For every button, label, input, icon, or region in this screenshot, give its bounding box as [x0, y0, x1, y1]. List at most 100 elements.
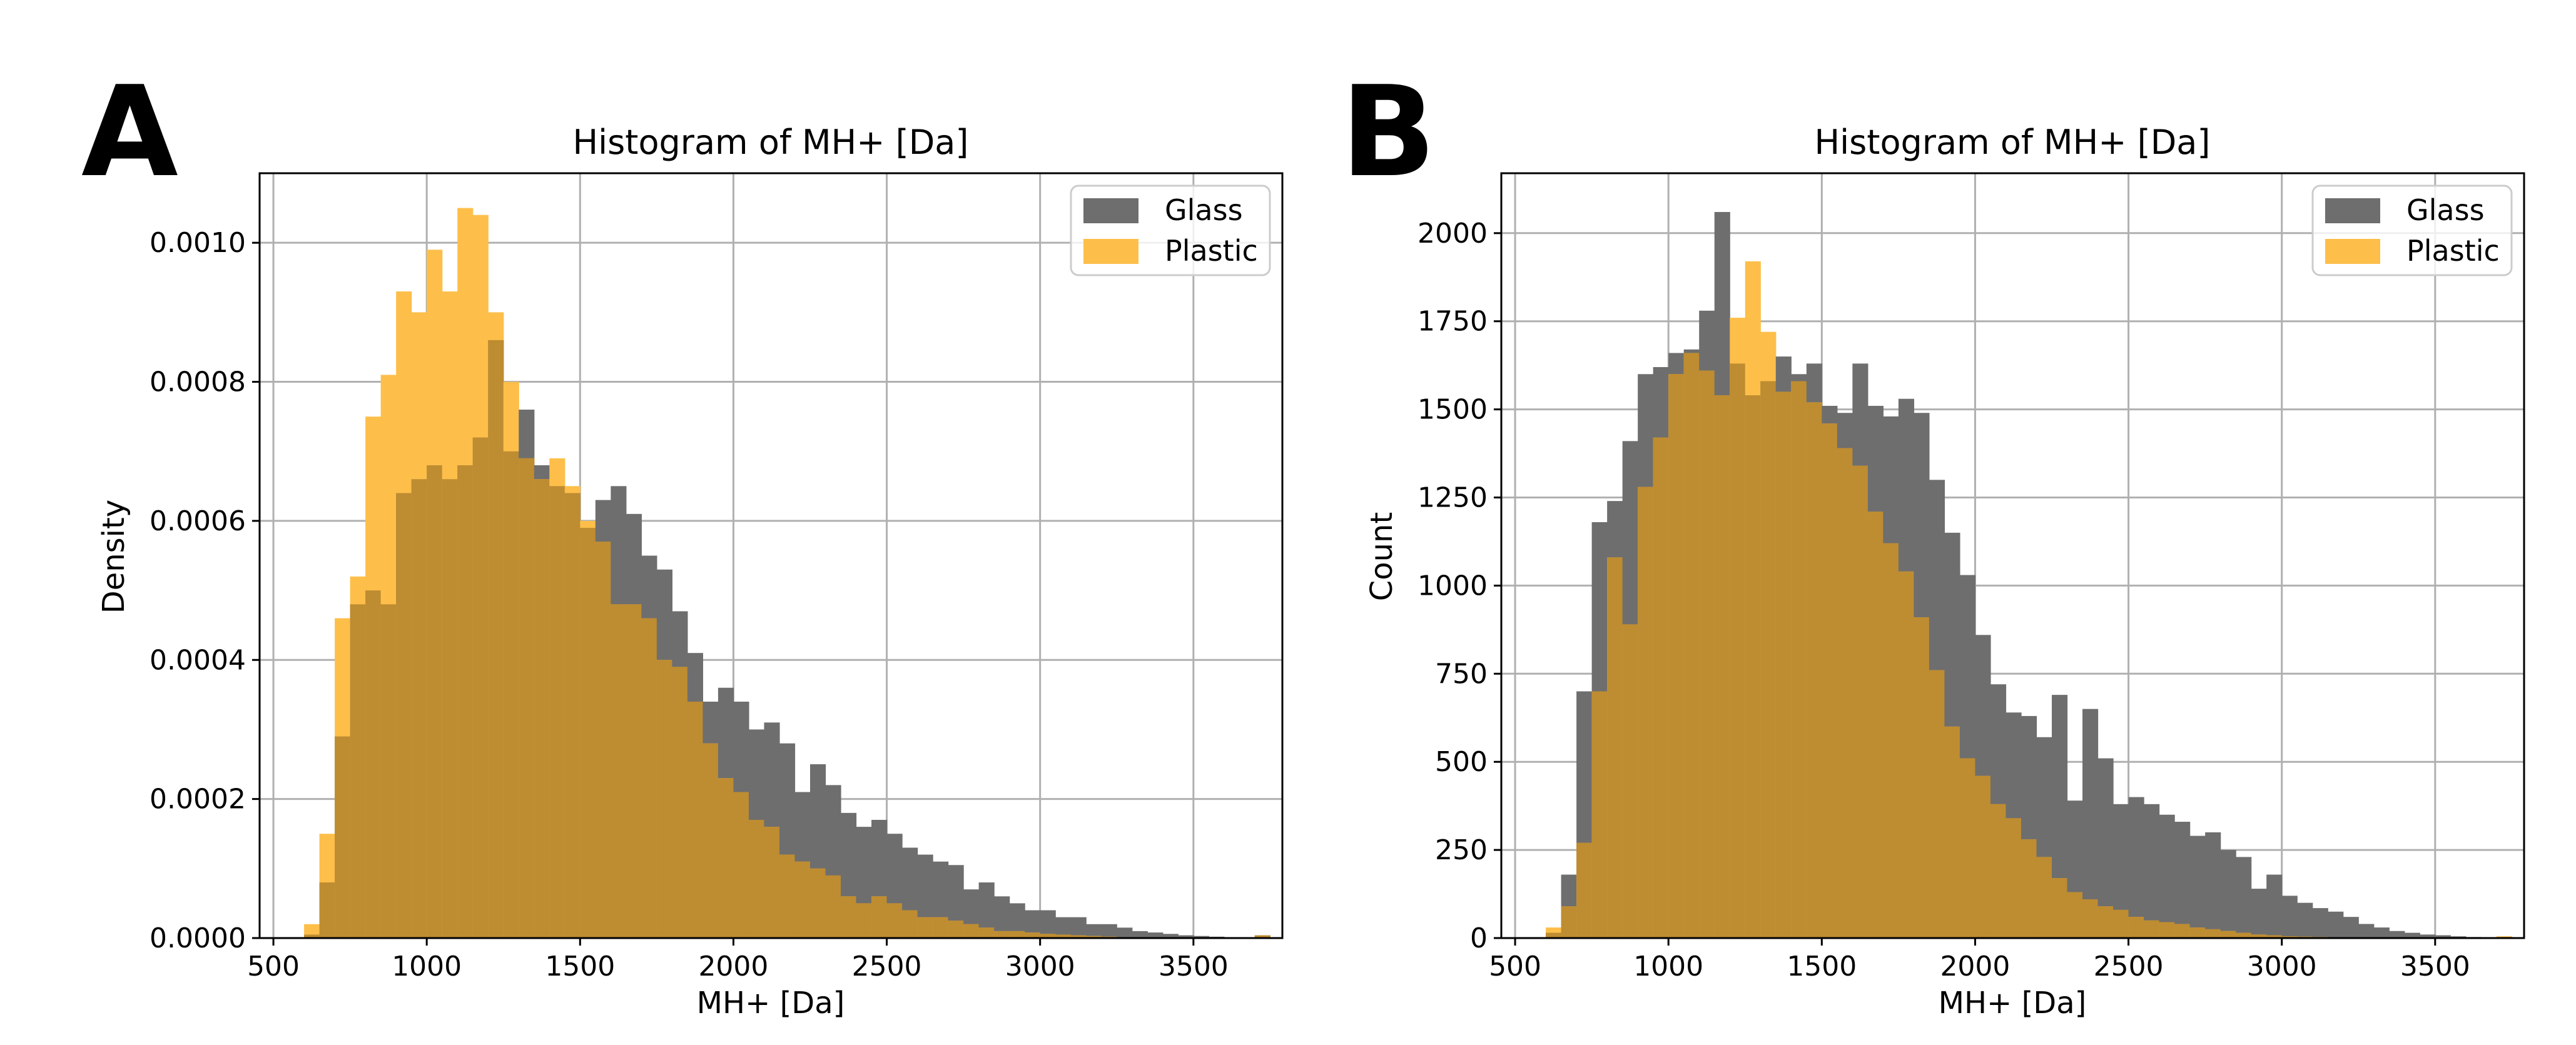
bar-overlap: [917, 917, 933, 938]
bar-glass: [1178, 935, 1194, 938]
bar-overlap: [2021, 839, 2037, 938]
bar-overlap: [886, 903, 903, 938]
bar-overlap: [2113, 909, 2129, 938]
bar-overlap: [427, 465, 443, 938]
bar-overlap: [963, 924, 980, 938]
bar-glass: [2251, 889, 2267, 938]
bar-overlap: [2036, 857, 2052, 938]
bar-overlap: [656, 660, 672, 938]
bar-glass: [2144, 804, 2160, 938]
bar-overlap: [304, 934, 320, 938]
bar-overlap: [472, 437, 489, 938]
bar-overlap: [825, 875, 841, 938]
bar-overlap: [1822, 423, 1838, 938]
bar-overlap: [748, 819, 765, 938]
bar-overlap: [933, 917, 949, 938]
bar-overlap: [1070, 935, 1087, 938]
x-tick-label-b: 1000: [1633, 951, 1703, 982]
bar-overlap: [411, 479, 427, 938]
x-axis-label-b: MH+ [Da]: [1939, 986, 2087, 1021]
bar-overlap: [978, 927, 995, 938]
bar-overlap: [1607, 557, 1623, 938]
bar-overlap: [1990, 804, 2007, 938]
bar-overlap: [948, 921, 964, 938]
bar-overlap: [1576, 842, 1593, 938]
bar-overlap: [2266, 935, 2283, 938]
bar-glass: [2358, 924, 2375, 938]
bar-overlap: [1929, 670, 1945, 938]
bar-overlap: [1591, 691, 1608, 938]
y-tick-label-a: 0.0002: [150, 784, 246, 815]
y-axis-ticks-b: 0 250 500 750 1000 1250 1500 1750 2000: [1417, 218, 1501, 954]
x-tick-label-a: 3000: [1005, 951, 1075, 982]
bar-overlap: [564, 493, 581, 938]
bar-overlap: [1775, 391, 1792, 938]
bar-overlap: [733, 792, 749, 938]
bar-glass: [2404, 932, 2420, 938]
bar-glass: [1193, 936, 1209, 938]
bar-overlap: [1040, 934, 1056, 938]
legend-swatch-plastic-a: [1083, 239, 1138, 264]
bar-overlap: [442, 479, 458, 938]
bar-overlap: [1086, 936, 1102, 938]
bar-glass: [1162, 934, 1179, 938]
x-axis-label-a: MH+ [Da]: [697, 986, 845, 1021]
bar-glass: [2281, 896, 2298, 938]
y-tick-label-b: 750: [1435, 658, 1488, 690]
bar-overlap: [365, 590, 382, 938]
plot-frame-b: [1500, 172, 2525, 939]
bar-overlap: [1806, 402, 1822, 938]
y-tick-label-b: 1000: [1417, 570, 1488, 602]
bar-overlap: [1730, 363, 1746, 938]
bar-overlap: [2251, 934, 2267, 938]
bar-glass: [2312, 908, 2328, 938]
panel-letter-b: B: [1341, 59, 1436, 205]
y-tick-label-b: 500: [1435, 746, 1488, 778]
y-axis-label-b: Count: [1364, 512, 1399, 602]
bar-overlap: [1745, 395, 1761, 938]
y-tick-label-b: 1250: [1417, 482, 1488, 514]
y-tick-label-b: 2000: [1417, 218, 1488, 250]
x-tick-label-a: 3500: [1159, 951, 1229, 982]
bar-overlap: [1653, 437, 1669, 938]
chart-title-a: Histogram of MH+ [Da]: [573, 123, 969, 162]
bar-overlap: [457, 465, 474, 938]
bar-overlap: [1791, 381, 1807, 938]
y-tick-label-a: 0.0010: [150, 227, 246, 259]
bar-overlap: [2236, 932, 2252, 938]
legend-a: Glass Plastic: [1070, 184, 1271, 276]
bars-b: [1546, 211, 2512, 939]
bar-overlap: [764, 827, 780, 938]
bar-glass: [2220, 850, 2236, 938]
bar-overlap: [580, 528, 596, 938]
legend-swatch-glass-b: [2325, 198, 2380, 223]
bar-glass: [2174, 822, 2191, 938]
x-tick-label-b: 500: [1489, 951, 1541, 982]
y-tick-label-a: 0.0008: [150, 366, 246, 398]
bar-overlap: [687, 701, 704, 938]
legend-swatch-glass-a: [1083, 198, 1138, 223]
bar-glass: [2297, 902, 2313, 938]
bar-overlap: [595, 542, 611, 938]
bar-overlap: [641, 618, 657, 938]
bar-overlap: [335, 736, 351, 938]
bar-glass: [2373, 927, 2390, 938]
x-axis-ticks-b: 500 1000 1500 2000 2500 3000 3500: [1489, 938, 2470, 982]
bar-overlap: [2174, 924, 2191, 938]
bar-overlap: [503, 451, 519, 938]
bar-overlap: [350, 604, 366, 938]
bar-overlap: [2082, 899, 2099, 938]
bar-overlap: [626, 604, 642, 938]
bar-overlap: [810, 868, 826, 938]
bar-overlap: [2097, 906, 2114, 938]
bar-overlap: [1883, 543, 1899, 938]
y-tick-label-b: 1750: [1417, 306, 1488, 338]
bar-overlap: [1668, 374, 1685, 938]
x-tick-label-a: 500: [247, 951, 300, 982]
x-axis-ticks-a: 500 1000 1500 2000 2500 3000 3500: [247, 938, 1229, 982]
bar-overlap: [2128, 917, 2144, 938]
bar-glass: [2343, 917, 2359, 938]
bar-overlap: [1699, 370, 1715, 938]
histogram-panel-b: B Histogram of MH+ [Da] 500 1000 1500 2000 2…: [1341, 59, 2525, 1021]
bar-overlap: [779, 854, 796, 938]
